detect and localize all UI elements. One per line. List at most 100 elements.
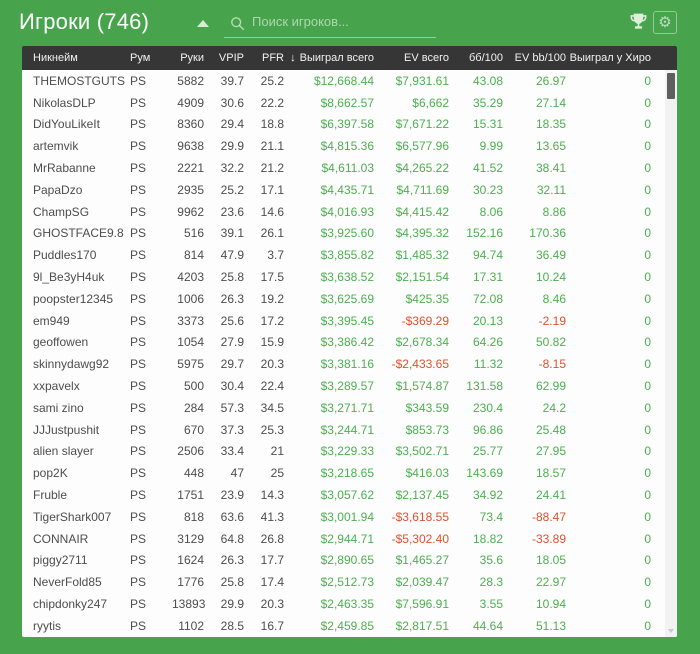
cell-won_hero: 0 (644, 139, 651, 154)
cell-ev: $4,395.32 (395, 226, 449, 241)
column-header-vpip[interactable]: VPIP (204, 52, 244, 64)
table-row[interactable]: piggy2711 PS 1624 26.3 17.7 $2,890.65 $1,465.2… (22, 550, 677, 572)
cell-hands: 5882 (177, 73, 204, 88)
trophy-icon[interactable] (629, 12, 648, 31)
table-row[interactable]: Fruble PS 1751 23.9 14.3 $3,057.62 $2,137.45 34… (22, 484, 677, 506)
cell-room: PS (130, 313, 147, 328)
table-row[interactable]: artemvik PS 9638 29.9 21.1 $4,815.36 $6,577.96… (22, 135, 677, 157)
cell-room: PS (130, 357, 147, 372)
column-header-ev[interactable]: EV всего (374, 52, 449, 64)
table-header-row: Никнейм Рум Руки VPIP PFR ↓ Выиграл всего EV вс… (22, 46, 677, 70)
cell-pfr: 21.2 (260, 161, 284, 176)
cell-nickname: sami zino (33, 400, 84, 415)
cell-won_hero: 0 (644, 466, 651, 481)
scrollbar-down-arrow[interactable] (668, 629, 674, 633)
cell-won_hero: 0 (644, 270, 651, 285)
table-row[interactable]: sami zino PS 284 57.3 34.5 $3,271.71 $343.59 23… (22, 397, 677, 419)
cell-won_hero: 0 (644, 400, 651, 415)
table-row[interactable]: xxpavelx PS 500 30.4 22.4 $3,289.57 $1,574.87 1… (22, 375, 677, 397)
table-row[interactable]: ChampSG PS 9962 23.6 14.6 $4,016.93 $4,415.42 8… (22, 201, 677, 223)
scrollbar-thumb[interactable] (667, 73, 675, 99)
cell-bb100: 8.06 (479, 204, 503, 219)
cell-bb100: 152.16 (466, 226, 503, 241)
cell-ev: $2,137.45 (395, 488, 449, 503)
table-row[interactable]: TigerShark007 PS 818 63.6 41.3 $3,001.94 -$3,6… (22, 506, 677, 528)
cell-won: $3,925.60 (320, 226, 374, 241)
table-row[interactable]: DidYouLikeIt PS 8360 29.4 18.8 $6,397.58 $7,67… (22, 114, 677, 136)
cell-vpip: 25.6 (220, 313, 244, 328)
cell-pfr: 21 (270, 444, 284, 459)
table-row[interactable]: MrRabanne PS 2221 32.2 21.2 $4,611.03 $4,265.2… (22, 157, 677, 179)
cell-evbb100: 18.05 (535, 553, 566, 568)
table-row[interactable]: CONNAIR PS 3129 64.8 26.8 $2,944.71 -$5,302.40… (22, 528, 677, 550)
column-header-bb100[interactable]: бб/100 (449, 52, 503, 64)
scrollbar[interactable] (665, 70, 677, 637)
cell-won_hero: 0 (644, 618, 651, 633)
table-row[interactable]: THEMOSTGUTS PS 5882 39.7 25.2 $12,668.44 $7,93… (22, 70, 677, 92)
cell-room: PS (130, 444, 147, 459)
table-row[interactable]: PapaDzo PS 2935 25.2 17.1 $4,435.71 $4,711.69 3… (22, 179, 677, 201)
cell-bb100: 73.4 (479, 509, 503, 524)
column-header-won_hero[interactable]: Выиграл у Хиро (566, 52, 651, 64)
table-row[interactable]: geoffowen PS 1054 27.9 15.9 $3,386.42 $2,678.3… (22, 332, 677, 354)
cell-evbb100: 22.97 (535, 575, 566, 590)
cell-pfr: 17.4 (260, 575, 284, 590)
cell-hands: 1102 (178, 618, 204, 633)
cell-won_hero: 0 (644, 291, 651, 306)
cell-room: PS (130, 575, 147, 590)
settings-button[interactable]: ⚙ (653, 11, 677, 34)
chevron-up-icon[interactable] (197, 20, 209, 27)
cell-bb100: 230.4 (472, 400, 503, 415)
cell-vpip: 37.3 (220, 422, 244, 437)
column-header-room[interactable]: Рум (130, 52, 172, 64)
cell-won: $3,244.71 (320, 422, 374, 437)
table-row[interactable]: skinnydawg92 PS 5975 29.7 20.3 $3,381.16 -$2,4… (22, 353, 677, 375)
table-row[interactable]: poopster12345 PS 1006 26.3 19.2 $3,625.69 $425… (22, 288, 677, 310)
table-row[interactable]: em949 PS 3373 25.6 17.2 $3,395.45 -$369.29 20.1… (22, 310, 677, 332)
table-row[interactable]: ryytis PS 1102 28.5 16.7 $2,459.85 $2,817.51 44… (22, 615, 677, 637)
cell-bb100: 64.26 (472, 335, 503, 350)
cell-won_hero: 0 (644, 531, 651, 546)
table-row[interactable]: alien slayer PS 2506 33.4 21 $3,229.33 $3,502.… (22, 441, 677, 463)
column-header-won[interactable]: ↓ Выиграл всего (284, 52, 374, 64)
cell-won_hero: 0 (644, 248, 651, 263)
cell-nickname: artemvik (33, 139, 79, 154)
table-row[interactable]: Puddles170 PS 814 47.9 3.7 $3,855.82 $1,485.32… (22, 244, 677, 266)
column-header-hands[interactable]: Руки (172, 52, 204, 64)
cell-won_hero: 0 (644, 575, 651, 590)
cell-pfr: 26.8 (260, 531, 284, 546)
cell-bb100: 15.31 (472, 117, 503, 132)
column-header-pfr[interactable]: PFR (244, 52, 284, 64)
column-header-label: EV всего (404, 52, 449, 64)
table-row[interactable]: 9l_Be3yH4uk PS 4203 25.8 17.5 $3,638.52 $2,151… (22, 266, 677, 288)
cell-nickname: PapaDzo (33, 182, 83, 197)
table-row[interactable]: GHOSTFACE9.8 PS 516 39.1 26.1 $3,925.60 $4,395… (22, 223, 677, 245)
cell-vpip: 32.2 (220, 161, 244, 176)
table-row[interactable]: pop2K PS 448 47 25 $3,218.65 $416.03 143.69 18.5… (22, 462, 677, 484)
column-header-evbb100[interactable]: EV bb/100 (503, 52, 566, 64)
search-input[interactable] (224, 8, 436, 38)
cell-ev: $416.03 (405, 466, 449, 481)
cell-won_hero: 0 (644, 95, 651, 110)
cell-room: PS (130, 95, 147, 110)
cell-won: $3,057.62 (320, 488, 374, 503)
cell-pfr: 14.6 (260, 204, 284, 219)
cell-pfr: 34.5 (260, 400, 284, 415)
cell-hands: 1624 (177, 553, 204, 568)
table-row[interactable]: NikolasDLP PS 4909 30.6 22.2 $8,662.57 $6,662 3… (22, 92, 677, 114)
cell-bb100: 17.31 (472, 270, 503, 285)
cell-ev: $6,662 (412, 95, 449, 110)
cell-vpip: 25.2 (220, 182, 244, 197)
cell-room: PS (130, 226, 147, 241)
cell-won_hero: 0 (644, 597, 651, 612)
cell-pfr: 16.7 (260, 618, 284, 633)
cell-vpip: 47.9 (220, 248, 244, 263)
cell-room: PS (130, 291, 147, 306)
cell-room: PS (130, 618, 147, 633)
table-row[interactable]: chipdonky247 PS 13893 29.9 20.3 $2,463.35 $7,5… (22, 593, 677, 615)
column-header-nickname[interactable]: Никнейм (33, 52, 130, 64)
cell-evbb100: -8.15 (538, 357, 566, 372)
table-row[interactable]: NeverFold85 PS 1776 25.8 17.4 $2,512.73 $2,039… (22, 571, 677, 593)
cell-ev: $1,485.32 (395, 248, 449, 263)
table-row[interactable]: JJJustpushit PS 670 37.3 25.3 $3,244.71 $853.7… (22, 419, 677, 441)
